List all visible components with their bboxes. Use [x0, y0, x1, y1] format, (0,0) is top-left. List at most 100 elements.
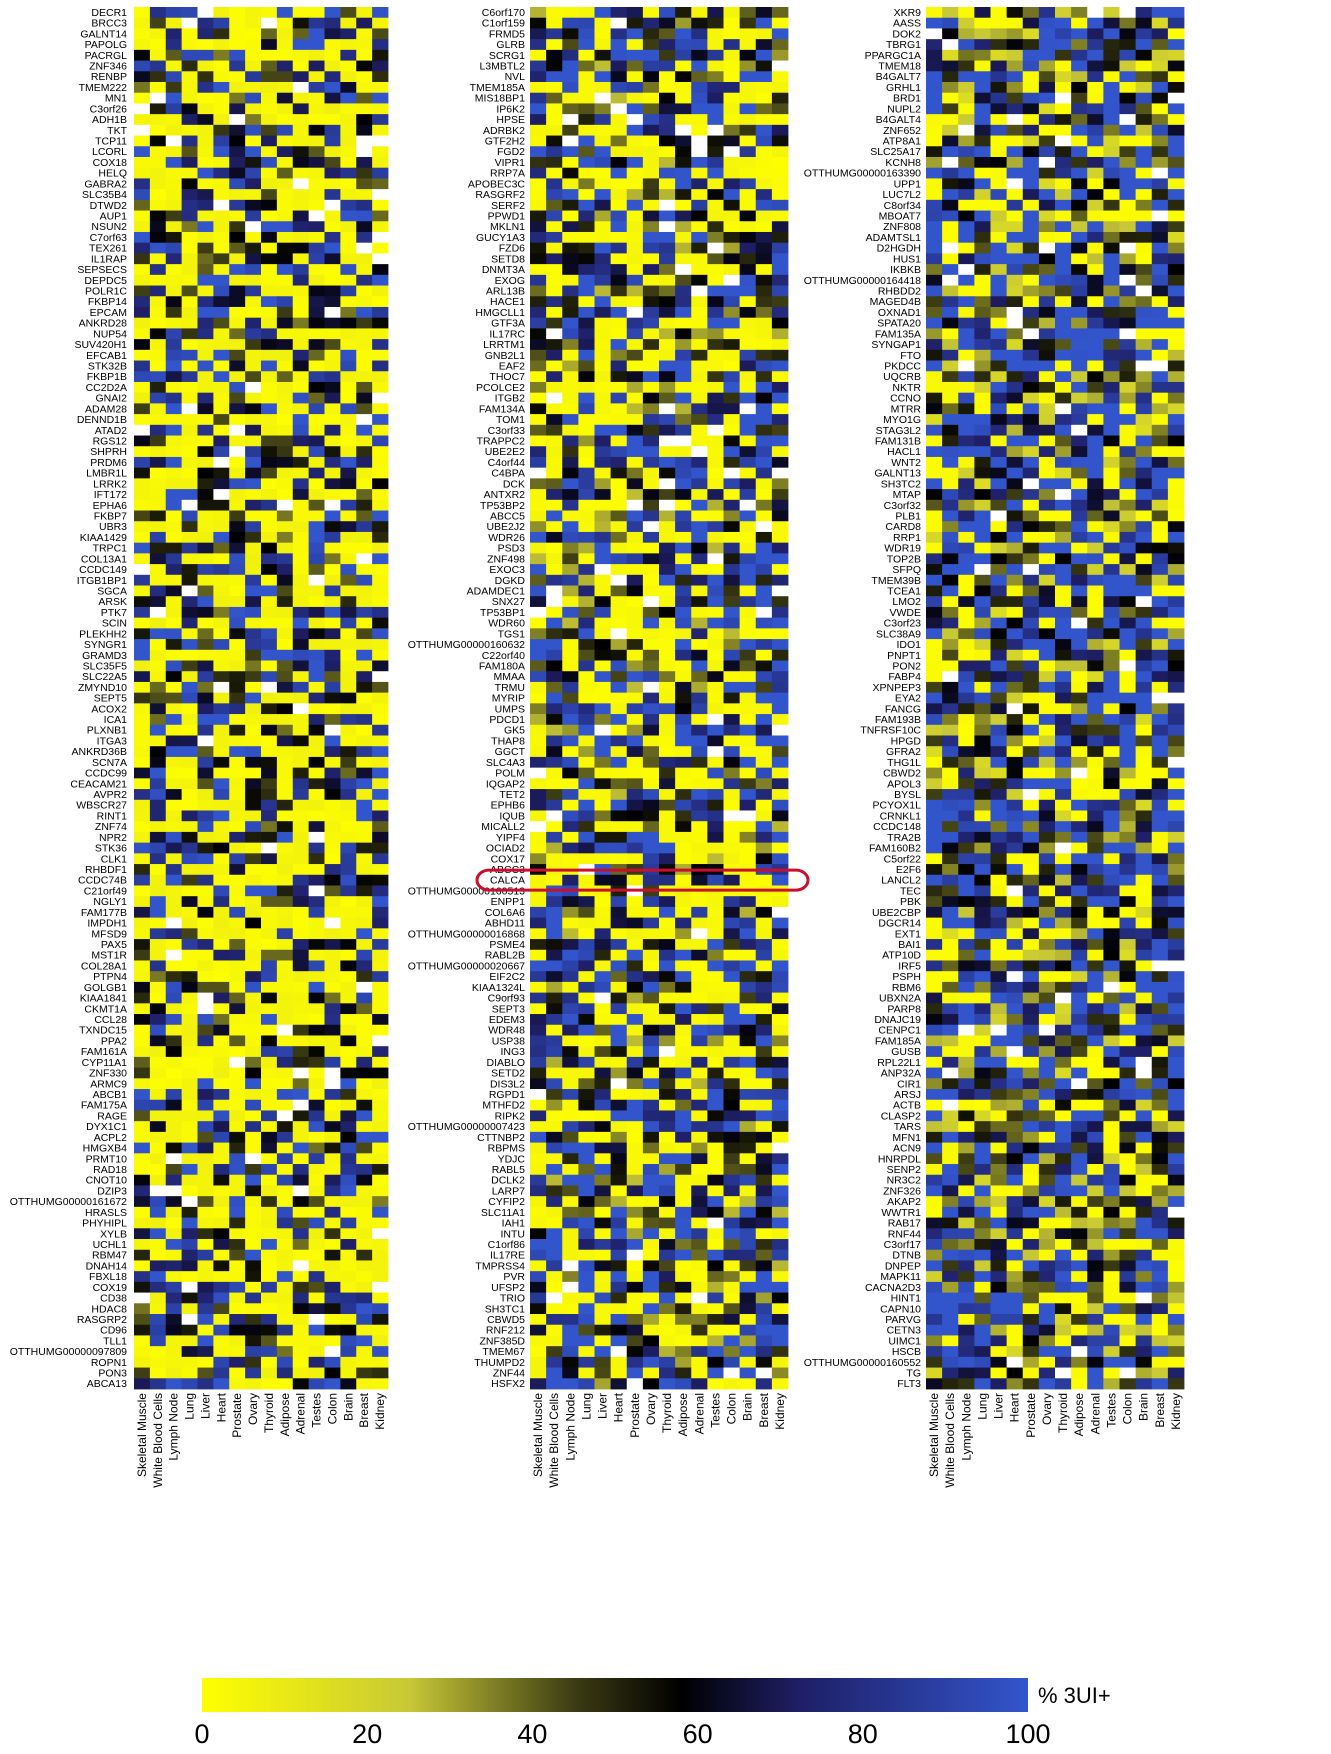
heatmap-cell-polm-thyroid	[659, 767, 676, 779]
heatmap-cell-il17rc-lymph-node	[562, 328, 579, 340]
heatmap-cell-gucy1a3-white-blood-cells	[546, 231, 563, 244]
heatmap-cell-abhd11-kidney	[771, 917, 789, 929]
heatmap-cell-rint1-prostate	[229, 810, 246, 822]
heatmap-cell-ube2e2-lung	[578, 446, 595, 458]
heatmap-cell-mthfd2-testes	[707, 1099, 724, 1111]
heatmap-cell-npr2-heart	[213, 831, 230, 844]
heatmap-cell-il1rap-adrenal	[292, 253, 310, 265]
heatmap-cell-ankrd36b-kidney	[372, 746, 389, 758]
heatmap-cell-tp53bp1-adipose	[675, 606, 692, 619]
heatmap-cell-sgca-adipose	[276, 585, 294, 597]
heatmap-cell-sepsecs-brain	[340, 264, 357, 276]
heatmap-cell-slc4a3-lung	[578, 756, 595, 769]
heatmap-cell-ccdc74b-testes	[308, 874, 325, 886]
heatmap-cell-fkbp7-testes	[308, 510, 325, 522]
row-label: TET2	[499, 789, 525, 801]
heatmap-cell-tet2-colon	[723, 789, 741, 801]
heatmap-cell-ppa2-ovary	[245, 1035, 262, 1047]
heatmap-cell-antxr2-liver	[594, 489, 612, 501]
heatmap-cell-armc9-skeletal-muscle	[134, 1078, 151, 1090]
heatmap-cell-ccdc74b-lung	[181, 874, 198, 886]
heatmap-cell-col28a1-white-blood-cells	[149, 960, 167, 972]
heatmap-cell-mthfd2-white-blood-cells	[546, 1099, 563, 1111]
heatmap-cell-fam135a-skeletal-muscle	[926, 328, 943, 340]
heatmap-cell-armc9-liver	[197, 1078, 214, 1090]
heatmap-cell-oxnad1-adipose	[1071, 306, 1088, 319]
heatmap-cell-kiaa1324l-thyroid	[659, 981, 676, 994]
heatmap-cell-maged4b-white-blood-cells	[942, 296, 959, 308]
heatmap-cell-tmem222-breast	[356, 81, 373, 94]
heatmap-cell-sept5-adipose	[276, 692, 294, 704]
heatmap-cell-lcorl-colon	[324, 146, 341, 158]
heatmap-cell-abcc5-lung	[578, 510, 595, 522]
heatmap-cell-ankrd28-skeletal-muscle	[134, 317, 151, 329]
heatmap-cell-ing3-white-blood-cells	[546, 1046, 563, 1058]
heatmap-cell-xylb-white-blood-cells	[149, 1228, 167, 1240]
heatmap-cell-renbp-testes	[308, 71, 325, 83]
heatmap-cell-atad2-adipose	[276, 424, 294, 436]
heatmap-cell-ica1-white-blood-cells	[149, 714, 167, 726]
heatmap-cell-otthumg00000164418-ovary	[1038, 274, 1056, 286]
heatmap-cell-cox17-kidney	[771, 853, 789, 865]
row-label: FAM161A	[81, 1046, 127, 1058]
heatmap-cell-dnah14-colon	[324, 1260, 341, 1272]
column-label: Prostate	[628, 1393, 642, 1438]
heatmap-cell-exog-brain	[739, 274, 757, 286]
heatmap-cell-snx27-lymph-node	[562, 596, 579, 608]
heatmap-cell-tet2-skeletal-muscle	[530, 789, 547, 801]
heatmap-cell-adam28-ovary	[245, 403, 262, 415]
heatmap-cell-glrb-ovary	[642, 39, 660, 51]
heatmap-cell-otthumg00000161672-adipose	[276, 1196, 294, 1208]
heatmap-cell-fkbp1b-white-blood-cells	[149, 371, 167, 383]
row-label: TMEM222	[79, 82, 128, 94]
heatmap-cell-dnmt3a-kidney	[771, 264, 789, 276]
heatmap-cell-scn7a-ovary	[245, 756, 262, 769]
heatmap-cell-rasgrp2-heart	[213, 1314, 230, 1326]
heatmap-cell-usp38-breast	[755, 1035, 773, 1047]
heatmap-cell-nupl2-thyroid	[1055, 103, 1072, 115]
heatmap-cell-dok2-colon	[1119, 28, 1137, 40]
heatmap-cell-fam180a-thyroid	[659, 660, 676, 672]
row-label: DECR1	[91, 7, 127, 19]
row-label: TP53BP2	[480, 500, 525, 512]
heatmap-cell-mis18bp1-testes	[707, 92, 724, 104]
row-label: SCN7A	[92, 757, 127, 769]
row-label: RENBP	[91, 71, 127, 83]
heatmap-cell-rabl2b-brain	[739, 949, 757, 961]
heatmap-cell-wdr60-skeletal-muscle	[530, 617, 547, 629]
heatmap-cell-mfsd9-liver	[197, 928, 214, 940]
heatmap-cell-dtwd2-adrenal	[292, 199, 310, 211]
heatmap-cell-gramd3-lung	[181, 649, 198, 661]
heatmap-cell-znf385d-testes	[707, 1335, 724, 1347]
heatmap-cell-slc35b4-lung	[181, 189, 198, 201]
heatmap-cell-edem3-white-blood-cells	[546, 1014, 563, 1026]
heatmap-cell-ccl28-lymph-node	[165, 1014, 183, 1026]
row-label: CYFIP2	[488, 1196, 525, 1208]
heatmap-cell-adrbk2-skeletal-muscle	[530, 124, 547, 136]
heatmap-cell-gtf3a-adrenal	[691, 317, 708, 329]
heatmap-cell-ptk7-white-blood-cells	[149, 606, 167, 619]
heatmap-cell-abcb1-thyroid	[261, 1089, 278, 1101]
heatmap-cell-hmgxb4-ovary	[245, 1142, 262, 1154]
heatmap-cell-arsk-white-blood-cells	[149, 596, 167, 608]
heatmap-cell-adh1b-skeletal-muscle	[134, 114, 151, 126]
heatmap-cell-tbrg1-white-blood-cells	[942, 39, 959, 51]
heatmap-cell-mn1-breast	[356, 92, 373, 104]
heatmap-cell-slc22a5-breast	[356, 671, 373, 683]
heatmap-cell-nup54-skeletal-muscle	[134, 328, 151, 340]
heatmap-cell-znf808-prostate	[1022, 221, 1040, 233]
heatmap-cell-fam180a-ovary	[642, 660, 660, 672]
heatmap-cell-lrrk2-kidney	[372, 478, 389, 490]
heatmap-cell-hpse-adipose	[675, 114, 692, 126]
heatmap-cell-kiaa1429-white-blood-cells	[149, 531, 167, 544]
heatmap-cell-nsun2-lymph-node	[165, 221, 183, 233]
heatmap-cell-scrg1-adrenal	[691, 49, 708, 61]
row-label: DIABLO	[486, 1057, 525, 1069]
heatmap-cell-col13a1-brain	[340, 553, 357, 565]
heatmap-cell-ropn1-breast	[356, 1356, 373, 1368]
heatmap-cell-adamdec1-testes	[707, 585, 724, 597]
heatmap-cell-c4orf44-adipose	[675, 456, 692, 469]
heatmap-cell-cnot10-colon	[324, 1174, 341, 1186]
heatmap-cell-fkbp14-kidney	[372, 296, 389, 308]
heatmap-cell-ephb6-white-blood-cells	[546, 799, 563, 811]
